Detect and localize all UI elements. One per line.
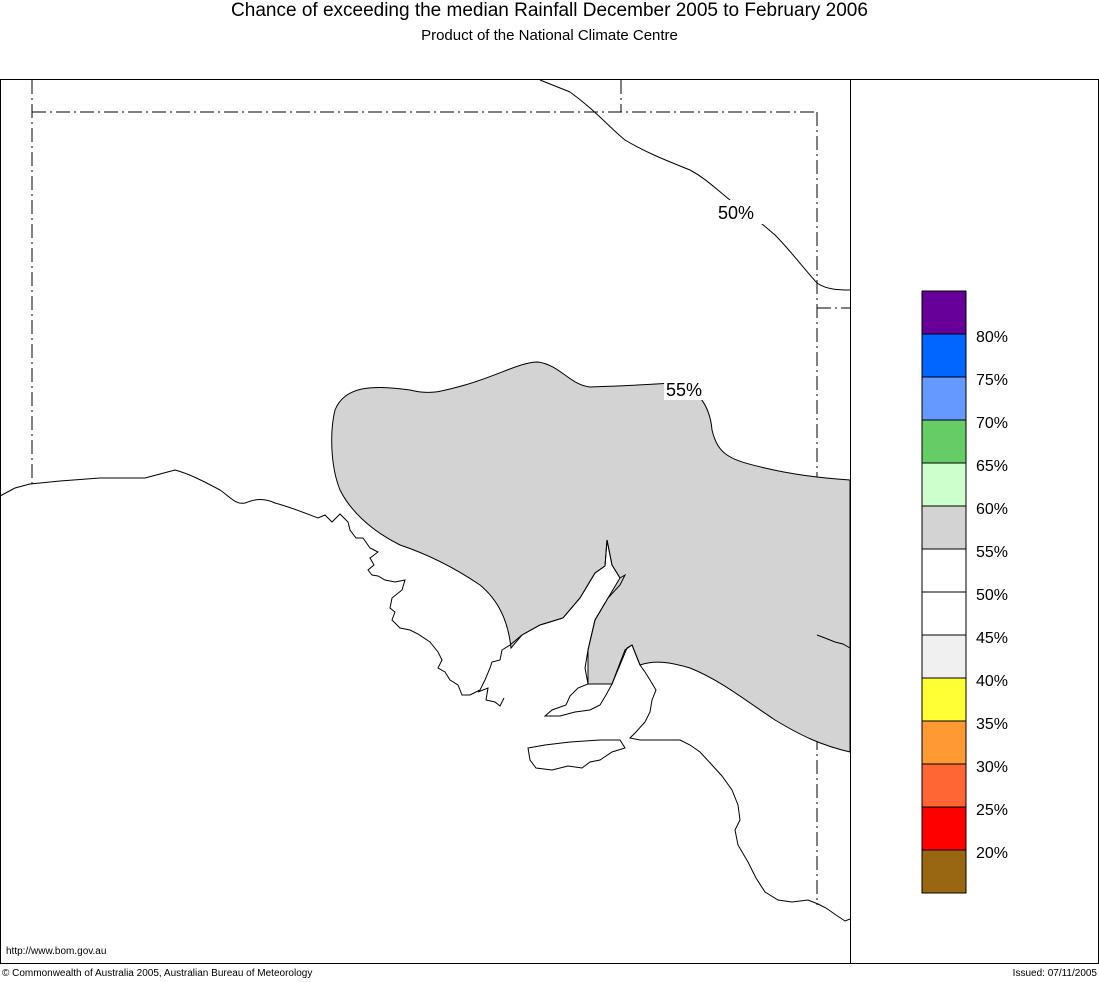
legend-swatch: [921, 763, 967, 808]
yorke-peninsula: [477, 687, 505, 707]
legend-label: 45%: [976, 630, 1008, 647]
legend-label: 60%: [976, 501, 1008, 518]
contour-label-50: 50%: [718, 203, 754, 223]
issued-date: Issued: 07/11/2005: [1012, 968, 1097, 979]
coastline-west: [0, 469, 851, 922]
legend-label: 35%: [976, 716, 1008, 733]
legend-swatch: [921, 419, 967, 464]
legend-label: 75%: [976, 372, 1008, 389]
source-url[interactable]: http://www.bom.gov.au: [6, 946, 107, 957]
contour-label-55: 55%: [666, 380, 702, 400]
shaded-region-55: [331, 361, 851, 753]
contour-label-bg-55: [664, 376, 712, 400]
contour-line-50: [539, 79, 851, 291]
legend-label: 70%: [976, 415, 1008, 432]
legend-label: 80%: [976, 329, 1008, 346]
legend-swatch: [921, 462, 967, 507]
legend-swatch: [921, 376, 967, 421]
coastline: [0, 469, 851, 922]
legend-frame: [850, 79, 1099, 964]
legend-label: 40%: [976, 673, 1008, 690]
legend-swatch: [921, 591, 967, 636]
legend-swatch: [921, 634, 967, 679]
legend-swatch: [921, 677, 967, 722]
legend-label: 50%: [976, 587, 1008, 604]
legend-colorbar: 80% 75% 70% 65% 60% 55% 50% 45% 40% 35% 30% 25% 20%: [921, 290, 1008, 894]
legend-label: 20%: [976, 845, 1008, 862]
kangaroo-island: [527, 739, 626, 771]
legend-label: 25%: [976, 802, 1008, 819]
murray-mouth: [816, 634, 851, 649]
legend-swatch: [921, 290, 967, 335]
legend-swatch: [921, 505, 967, 550]
page-title: Chance of exceeding the median Rainfall …: [231, 0, 868, 21]
page-subtitle: Product of the National Climate Centre: [421, 27, 678, 44]
copyright-notice: © Commonwealth of Australia 2005, Austra…: [2, 968, 313, 979]
legend-swatch: [921, 849, 967, 894]
legend-swatch: [921, 806, 967, 851]
legend-swatch: [921, 720, 967, 765]
legend-label: 55%: [976, 544, 1008, 561]
legend-label: 30%: [976, 759, 1008, 776]
contour-label-bg-50: [716, 200, 764, 224]
legend-label: 65%: [976, 458, 1008, 475]
legend-swatch: [921, 333, 967, 378]
legend-swatch: [921, 548, 967, 593]
